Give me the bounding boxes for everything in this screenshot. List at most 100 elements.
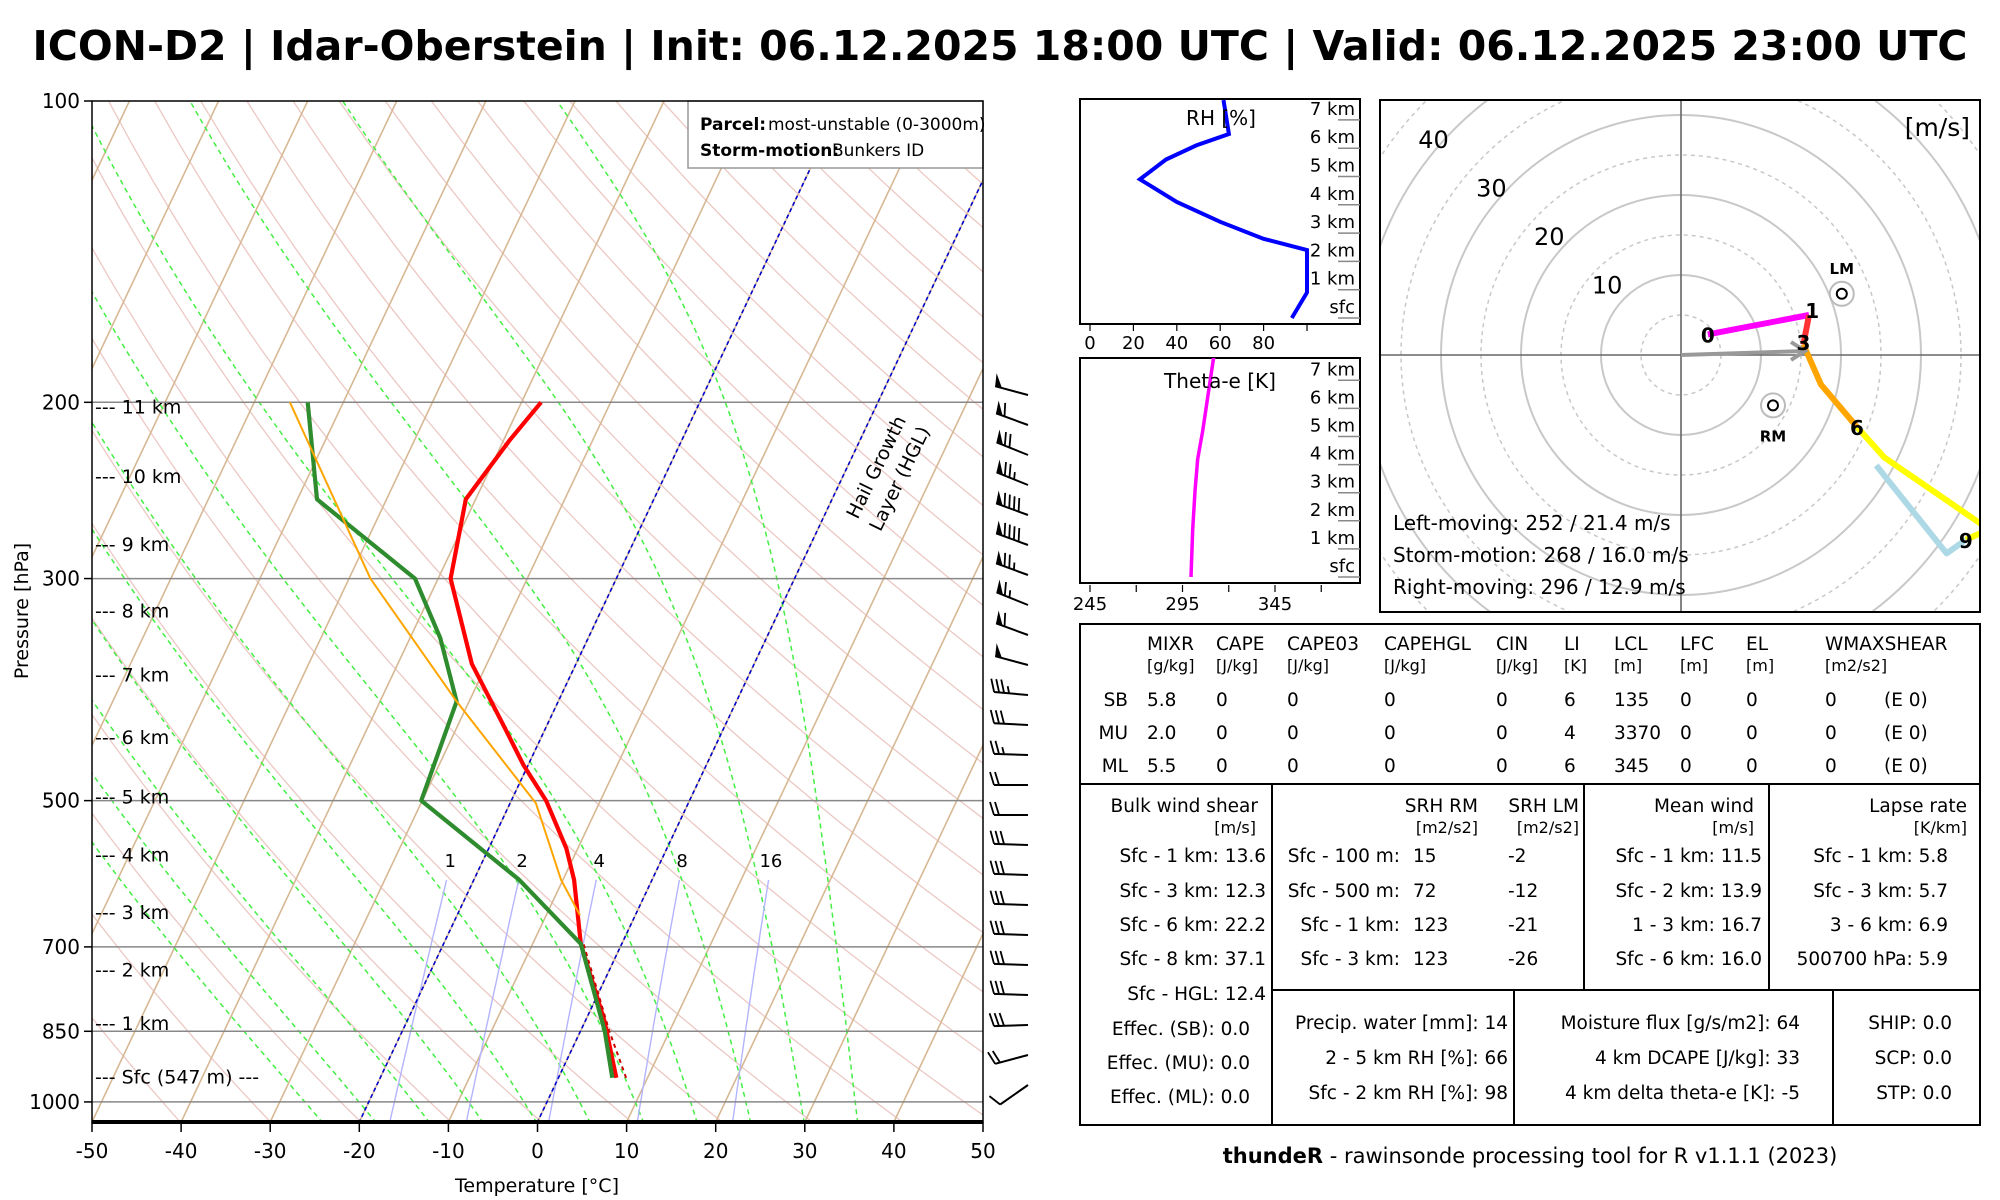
table-cell: 0 <box>1496 690 1508 711</box>
dry-adiabat <box>92 812 362 1122</box>
mean-wind-item: Sfc - 6 km: 16.0 <box>1615 949 1762 970</box>
height-label: 2 km <box>1310 500 1355 521</box>
x-tick-label: 0 <box>531 1139 544 1163</box>
wind-barb <box>990 678 1029 696</box>
srh-lm-value: -21 <box>1508 915 1538 936</box>
isotherm <box>180 101 665 1122</box>
srh-lm-value: -2 <box>1508 846 1526 867</box>
profile-line <box>1189 358 1216 578</box>
storm-motion-info: Left-moving: 252 / 21.4 m/s <box>1393 511 1671 535</box>
moist-adiabat <box>342 101 805 1122</box>
height-mark: 3 <box>1796 331 1810 355</box>
dry-adiabat <box>92 713 453 1122</box>
table-cell: 0 <box>1496 723 1508 744</box>
table-cell: 0 <box>1287 756 1299 777</box>
wind-barb <box>989 801 1028 816</box>
height-label: 4 km <box>1310 444 1355 465</box>
height-label: 6 km <box>1310 127 1355 148</box>
table-cell: (E 0) <box>1884 756 1928 777</box>
srh-lm-title: SRH LM <box>1508 796 1579 817</box>
wind-barbs <box>987 373 1029 1106</box>
storm-motion-arrowhead <box>1789 340 1809 362</box>
mean-wind-item: Sfc - 1 km: 11.5 <box>1615 846 1762 867</box>
height-label: --- 3 km <box>95 902 169 924</box>
wind-barb <box>995 400 1029 426</box>
table-cell: 0 <box>1216 723 1228 744</box>
storm-motion-info: Storm-motion: 268 / 16.0 m/s <box>1393 543 1689 567</box>
column-header: CAPE <box>1216 634 1264 655</box>
wind-barb <box>989 740 1029 756</box>
wind-barb <box>989 920 1029 936</box>
dry-adiabat <box>292 101 983 820</box>
lm-marker <box>1835 287 1848 300</box>
wind-barb <box>989 830 1029 846</box>
ring-label: 10 <box>1592 271 1623 299</box>
hodograph-ring <box>1380 100 1980 612</box>
y-tick-label: 100 <box>42 89 80 113</box>
parcel-legend-box <box>687 100 984 169</box>
row-label: SB <box>1104 690 1128 711</box>
table-cell: 0 <box>1216 690 1228 711</box>
mean-wind-item: 1 - 3 km: 16.7 <box>1632 915 1762 936</box>
table-cell: 6 <box>1564 690 1576 711</box>
isotherm <box>893 931 983 1122</box>
wind-barb <box>995 550 1029 576</box>
height-label: --- 7 km <box>95 664 169 686</box>
footer-text: - rawinsonde processing tool for R v1.1.… <box>1323 1144 1837 1168</box>
column-header: LFC <box>1680 634 1714 655</box>
skewt-profiles <box>288 400 628 1079</box>
isotherm <box>625 366 983 1122</box>
storm-motion-info: Right-moving: 296 / 12.9 m/s <box>1393 575 1686 599</box>
table-cell: 0 <box>1825 690 1837 711</box>
hodograph-segment <box>1707 312 1810 338</box>
theta-e-title: Theta-e [K] <box>1163 369 1276 393</box>
table-cell: (E 0) <box>1884 723 1928 744</box>
isotherm <box>714 555 983 1122</box>
height-label: --- Sfc (547 m) --- <box>95 1066 259 1088</box>
bulk-shear-item: Effec. (ML): 0.0 <box>1110 1087 1250 1108</box>
table-cell: 0 <box>1680 690 1692 711</box>
moist-adiabat <box>556 101 859 1122</box>
mean-wind-title: Mean wind <box>1654 796 1754 817</box>
mixing-ratio-line <box>465 879 520 1122</box>
bulk-shear-unit: [m/s] <box>1214 818 1256 837</box>
dry-adiabat <box>92 337 814 1122</box>
table-cell: 0 <box>1680 723 1692 744</box>
column-header: CAPEHGL <box>1384 634 1472 655</box>
bulk-shear-title: Bulk wind shear <box>1111 796 1259 817</box>
parcel-label: Parcel: <box>700 115 766 135</box>
mixing-ratio-line <box>547 879 597 1122</box>
hodograph-segment <box>1800 343 1860 429</box>
table-frame <box>1079 623 1981 1126</box>
dry-adiabat <box>476 101 983 607</box>
column-header: LI <box>1564 634 1580 655</box>
y-tick-label: 1000 <box>29 1090 80 1114</box>
hodograph-segment <box>1800 314 1812 346</box>
mixing-ratio-label: 1 <box>444 851 455 872</box>
dry-adiabat <box>92 246 904 1122</box>
wind-barb <box>996 579 1029 606</box>
theta-e-profile-chart: sfc 1 km 2 km 3 km 4 km 5 km 6 km 7 km Theta-e … <box>1073 357 1361 615</box>
height-label: 1 km <box>1310 269 1355 290</box>
table-cell: 0 <box>1287 690 1299 711</box>
rh-profile-chart: sfc 1 km 2 km 3 km 4 km 5 km 6 km 7 km RH [%] 0… <box>1079 98 1361 354</box>
lm-marker-ring <box>1828 280 1855 307</box>
isotherm <box>92 101 309 559</box>
ring-label: 40 <box>1418 126 1449 154</box>
wind-barb <box>989 950 1029 966</box>
storm-motion-value: Bunkers ID <box>832 141 924 161</box>
column-header: WMAXSHEAR <box>1825 634 1948 655</box>
column-header: EL <box>1746 634 1769 655</box>
height-label: --- 8 km <box>95 601 169 623</box>
srh-rm-value: 123 <box>1413 949 1448 970</box>
skewt-axes: -50 -40 -30 -20 -10 0 10 20 30 40 50 100 200 300 500 70… <box>29 89 996 1163</box>
moist-adiabat <box>92 772 377 1122</box>
table-cell: 0 <box>1825 723 1837 744</box>
x-tick-label: 40 <box>881 1139 906 1163</box>
column-unit: [J/kg] <box>1384 656 1426 675</box>
flux-item: 4 km DCAPE [J/kg]: 33 <box>1595 1048 1800 1069</box>
height-label: --- 5 km <box>95 786 169 808</box>
table-cell: 0 <box>1384 756 1396 777</box>
